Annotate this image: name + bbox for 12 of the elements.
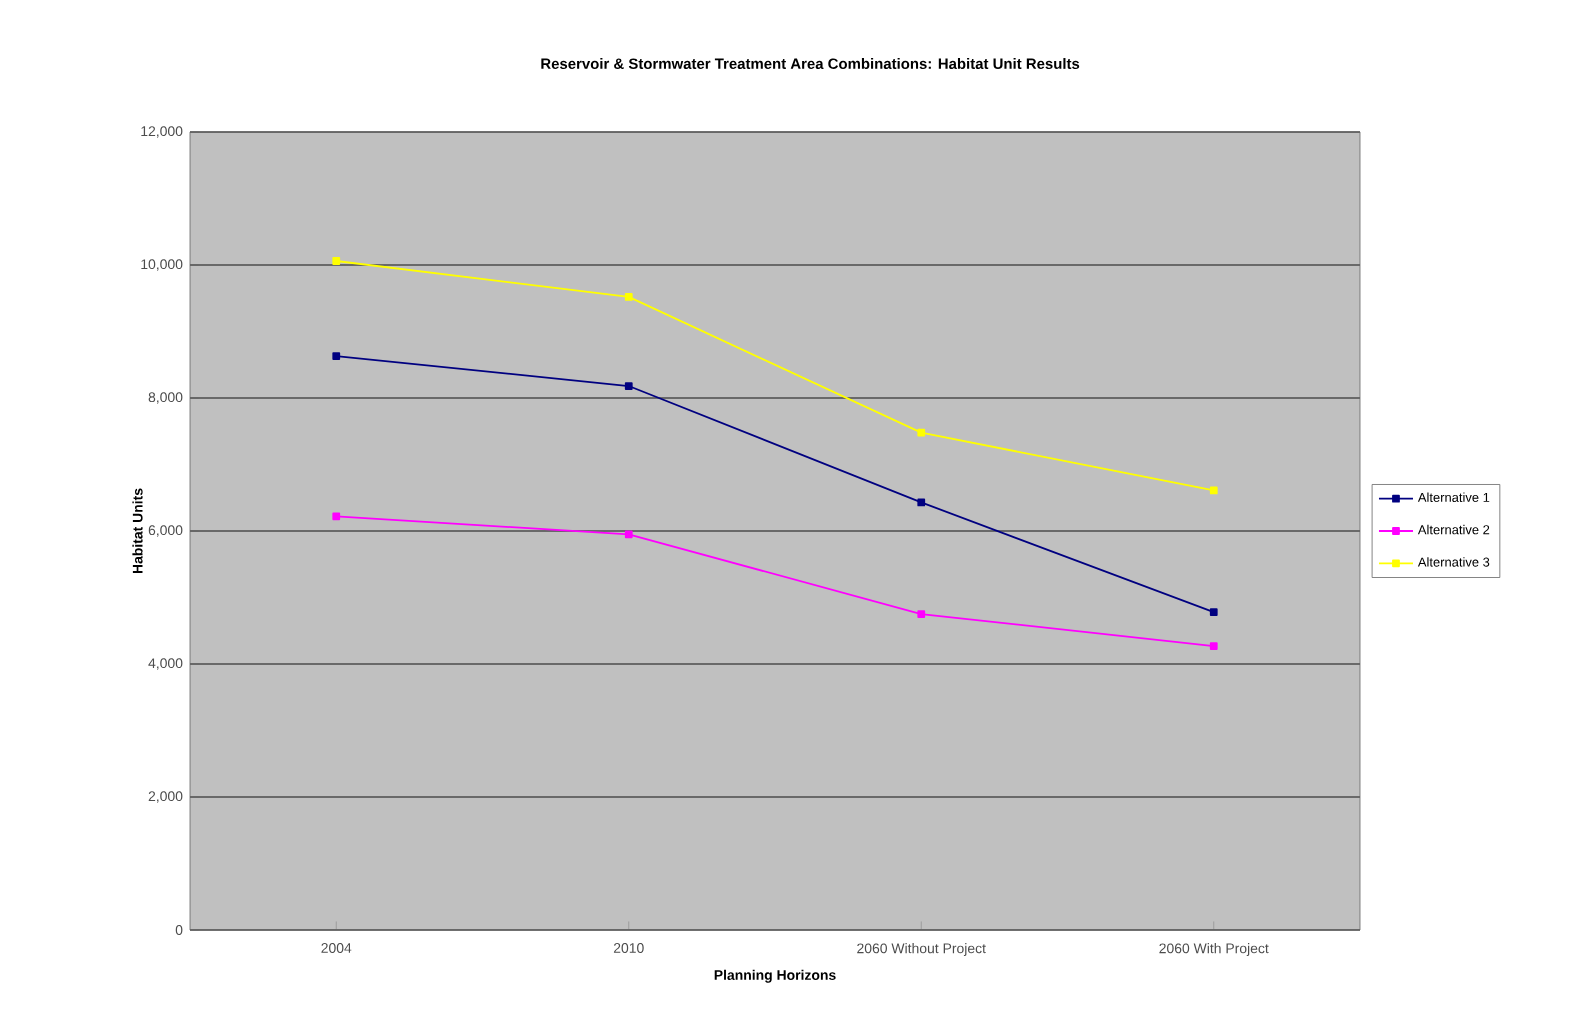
point xyxy=(332,352,341,360)
point xyxy=(1209,642,1218,650)
point xyxy=(624,382,633,390)
point xyxy=(624,293,633,301)
point xyxy=(332,512,341,521)
point xyxy=(1209,608,1218,617)
point xyxy=(624,530,633,539)
point xyxy=(917,610,926,619)
point xyxy=(1209,486,1218,495)
point xyxy=(917,428,926,437)
point xyxy=(332,257,341,265)
point xyxy=(917,498,926,507)
